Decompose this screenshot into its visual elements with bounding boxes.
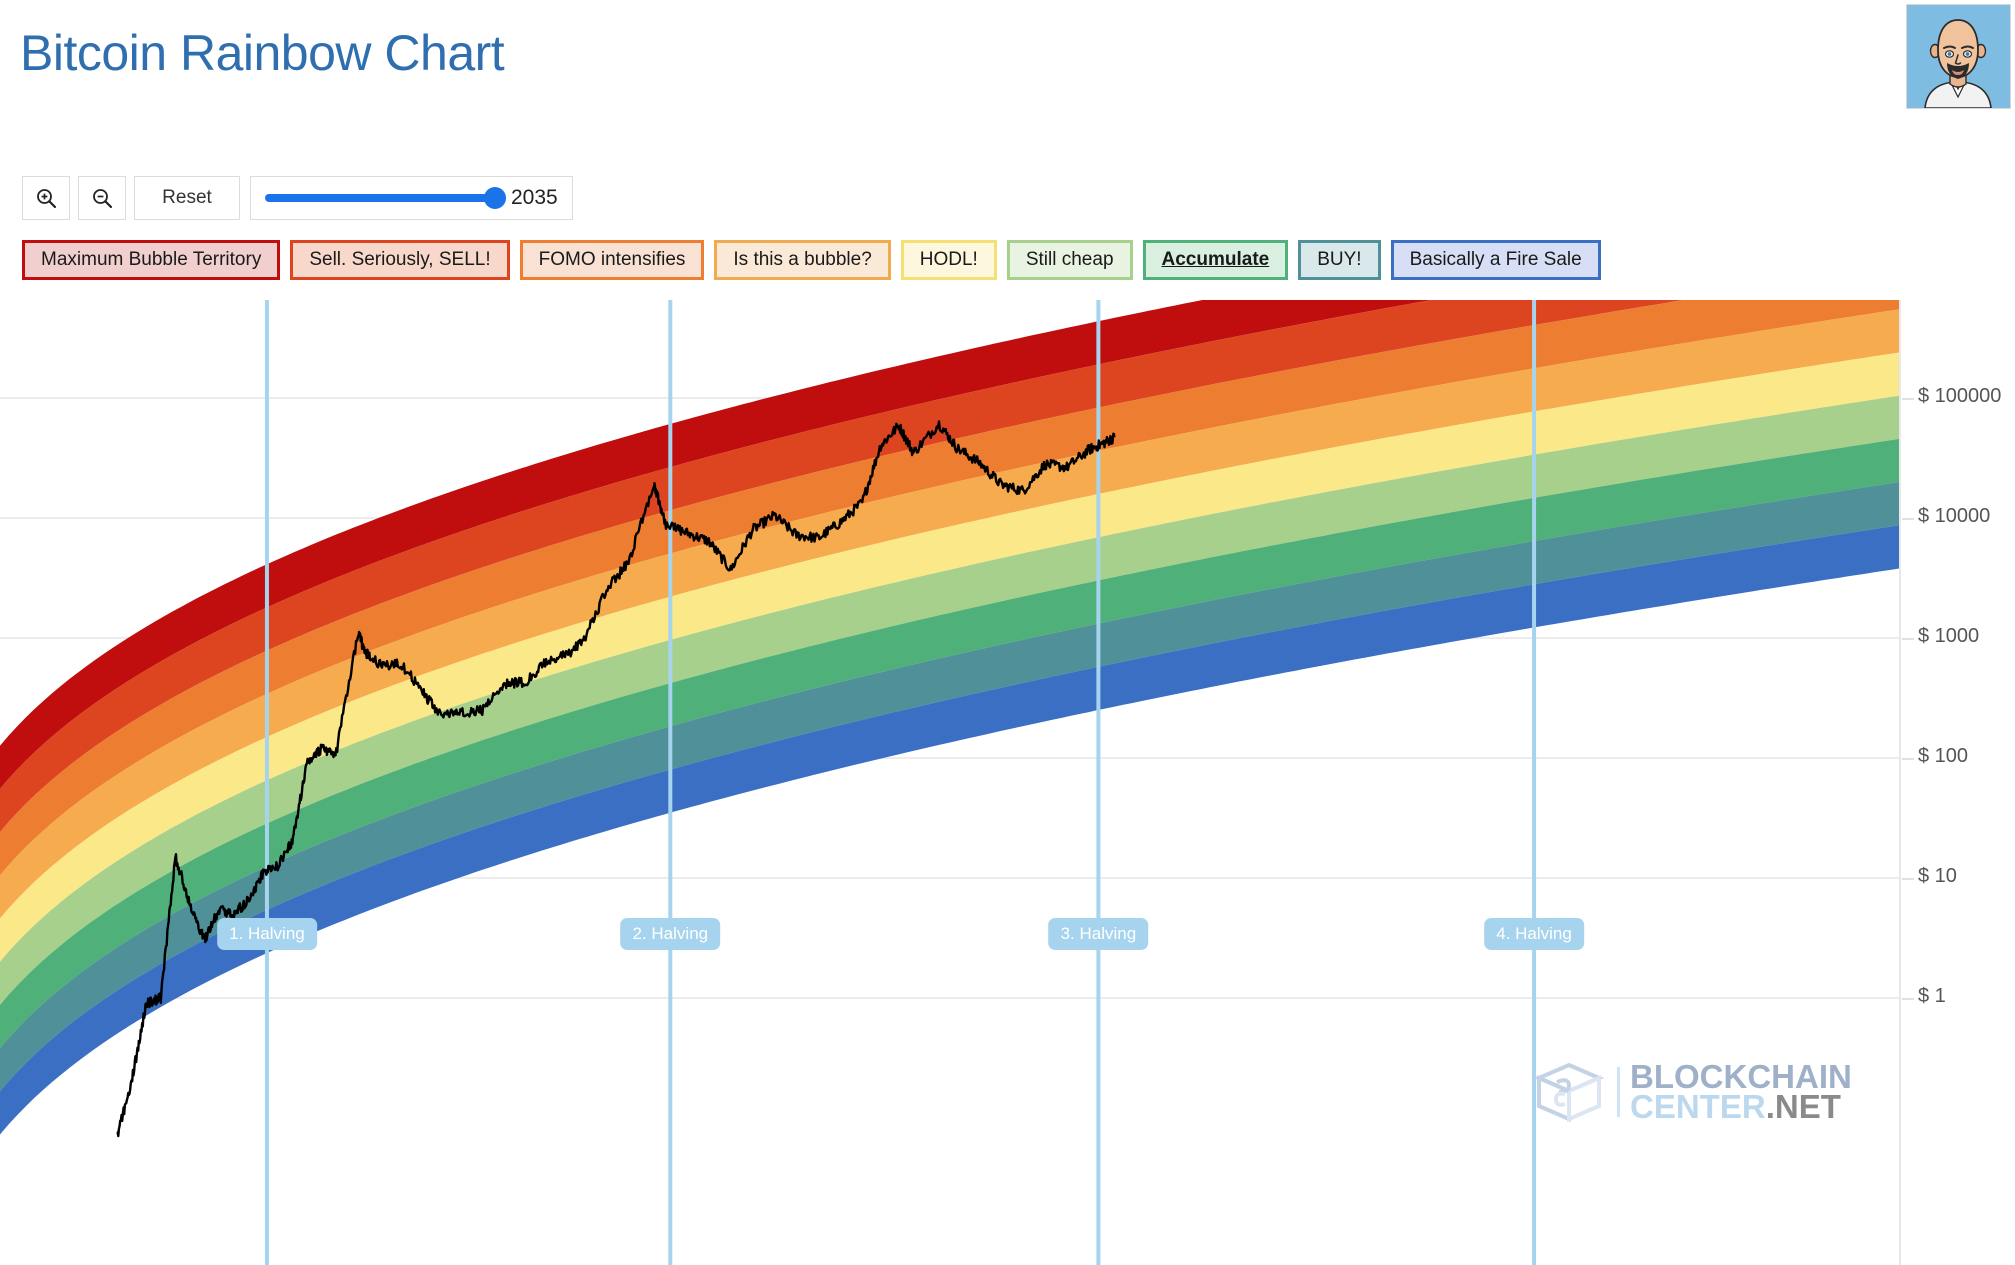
rainbow-bands — [0, 300, 1900, 1135]
y-axis-tick-mark-1 — [1902, 878, 1914, 880]
legend-item-8[interactable]: Basically a Fire Sale — [1390, 240, 1601, 280]
legend-item-0[interactable]: Maximum Bubble Territory — [22, 240, 281, 280]
halving-badge-2[interactable]: 3. Halving — [1048, 918, 1149, 950]
watermark-net: .NET — [1765, 1088, 1841, 1126]
legend-item-5[interactable]: Still cheap — [1006, 240, 1133, 280]
legend-item-label: FOMO intensifies — [538, 249, 686, 270]
year-slider-container: 2035 — [250, 176, 573, 220]
y-axis-tick-mark-4 — [1902, 518, 1914, 520]
legend-item-2[interactable]: FOMO intensifies — [519, 240, 705, 280]
chart-area: $ 1 $ 10 $ 100 $ 1000 $ 10000 $ 100000 1. Hal… — [0, 300, 2015, 1265]
watermark-text: BLOCKCHAIN CENTER.NET — [1630, 1058, 1852, 1124]
chart-toolbar: Reset 2035 — [22, 176, 573, 220]
watermark-divider — [1617, 1067, 1620, 1118]
band-legend: Maximum Bubble Territory Sell. Seriously,… — [22, 240, 1601, 280]
reset-button[interactable]: Reset — [134, 176, 240, 220]
rainbow-band-7 — [0, 482, 1900, 1092]
rainbow-band-6 — [0, 438, 1900, 1049]
y-axis-tick-5: $ 100000 — [1918, 385, 2002, 407]
y-axis-tick-2: $ 100 — [1918, 745, 1969, 767]
y-axis-tick-mark-3 — [1902, 638, 1914, 640]
legend-item-label: BUY! — [1317, 249, 1362, 270]
y-axis-tick-1: $ 10 — [1918, 865, 1957, 887]
rainbow-band-5 — [0, 395, 1900, 1005]
zoom-out-button[interactable] — [78, 176, 126, 220]
magnifier-minus-icon — [91, 187, 113, 209]
legend-item-label: Basically a Fire Sale — [1409, 249, 1582, 270]
watermark-line-2: CENTER.NET — [1630, 1090, 1852, 1123]
avatar — [1906, 4, 2011, 109]
year-slider-knob[interactable] — [484, 187, 506, 209]
blockchaincenter-watermark: BLOCKCHAIN CENTER.NET — [1535, 1058, 1852, 1124]
rainbow-chart-svg — [0, 300, 1901, 1265]
rainbow-band-8 — [0, 525, 1900, 1135]
rainbow-band-3 — [0, 309, 1900, 919]
rainbow-band-4 — [0, 352, 1900, 962]
watermark-center: CENTER — [1630, 1088, 1766, 1126]
y-axis-tick-4: $ 10000 — [1918, 505, 1991, 527]
legend-item-3[interactable]: Is this a bubble? — [714, 240, 891, 280]
year-slider[interactable] — [265, 187, 506, 209]
legend-item-4[interactable]: HODL! — [900, 240, 997, 280]
legend-item-label: HODL! — [919, 249, 978, 270]
y-axis-tick-3: $ 1000 — [1918, 625, 1980, 647]
legend-item-1[interactable]: Sell. Seriously, SELL! — [290, 240, 510, 280]
y-axis-tick-0: $ 1 — [1918, 985, 1946, 1007]
legend-item-label: Accumulate — [1161, 249, 1270, 270]
legend-item-label: Sell. Seriously, SELL! — [309, 249, 491, 270]
blockchaincenter-logo-icon — [1535, 1063, 1605, 1123]
halving-badge-0[interactable]: 1. Halving — [217, 918, 317, 950]
halving-badge-3[interactable]: 4. Halving — [1484, 918, 1584, 950]
legend-item-7[interactable]: BUY! — [1298, 240, 1381, 280]
year-slider-value: 2035 — [511, 186, 558, 209]
price-line — [116, 420, 1116, 1138]
watermark-line-1: BLOCKCHAIN — [1630, 1058, 1852, 1095]
legend-item-label: Is this a bubble? — [733, 249, 872, 270]
y-axis-tick-mark-0 — [1902, 998, 1914, 1000]
legend-item-label: Maximum Bubble Territory — [41, 249, 262, 270]
legend-item-label: Still cheap — [1025, 249, 1114, 270]
magnifier-plus-icon — [35, 187, 57, 209]
halving-badge-1[interactable]: 2. Halving — [620, 918, 721, 950]
y-axis-tick-mark-2 — [1902, 758, 1914, 760]
page-title: Bitcoin Rainbow Chart — [20, 25, 505, 81]
avatar-illustration-icon — [1907, 5, 2010, 108]
zoom-in-button[interactable] — [22, 176, 70, 220]
halving-lines — [264, 300, 1537, 1265]
y-axis-tick-mark-5 — [1902, 398, 1914, 400]
legend-item-6[interactable]: Accumulate — [1142, 240, 1289, 280]
